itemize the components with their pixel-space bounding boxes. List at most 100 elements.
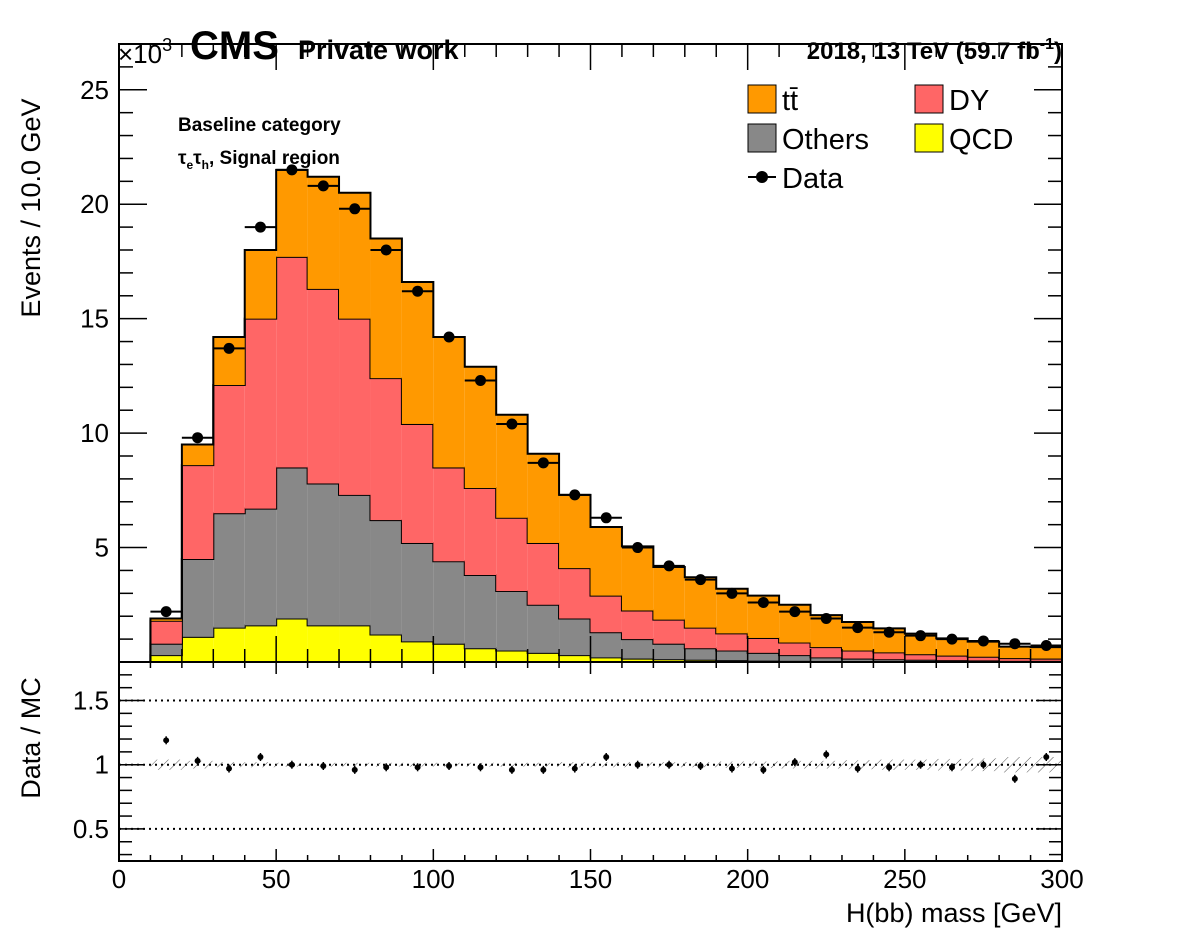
bar-dy-28 <box>1030 658 1062 661</box>
legend-label-dy: DY <box>949 85 989 117</box>
bar-others-3 <box>244 508 277 626</box>
x-tick-label-6: 300 <box>1040 864 1083 894</box>
bar-dy-26 <box>967 656 1000 661</box>
bar-others-18 <box>716 650 748 661</box>
bar-qcd-11 <box>496 650 528 662</box>
ratio-band-11 <box>496 762 528 767</box>
data-point-2 <box>223 342 235 354</box>
bar-ttbar-13 <box>559 494 591 569</box>
ratio-band-14 <box>590 762 622 768</box>
ratio-point-3 <box>257 754 264 761</box>
bar-ttbar-16 <box>653 567 685 620</box>
ratio-band-3 <box>244 762 277 768</box>
bar-others-12 <box>527 604 560 653</box>
ratio-point-1 <box>194 757 201 764</box>
legend-label-data: Data <box>782 163 844 195</box>
bar-dy-2 <box>213 385 245 514</box>
y-axis-title-main: Events / 10.0 GeV <box>16 98 46 317</box>
data-point-27 <box>1009 638 1021 650</box>
bar-qcd-1 <box>181 636 214 662</box>
data-point-11 <box>506 418 518 430</box>
experiment-label: CMS <box>190 24 279 68</box>
bar-dy-11 <box>496 517 528 592</box>
data-point-25 <box>946 633 958 645</box>
bar-others-13 <box>559 618 591 656</box>
ratio-band-19 <box>747 761 780 768</box>
bar-dy-14 <box>590 595 622 633</box>
legend-label-ttbar: tt̄ <box>782 85 798 117</box>
bar-others-19 <box>747 652 780 661</box>
legend-swatch-ttbar <box>747 84 777 114</box>
bar-others-9 <box>433 561 465 644</box>
data-point-0 <box>160 606 172 618</box>
bar-ttbar-1 <box>181 444 214 466</box>
bar-qcd-3 <box>244 625 277 662</box>
legend: tt̄ DY Others QCD Data <box>747 84 1013 195</box>
ratio-point-16 <box>666 761 673 768</box>
bar-qcd-6 <box>339 625 371 662</box>
y-tick-label-ratio-2: 1.5 <box>73 686 109 716</box>
data-point-28 <box>1040 640 1052 652</box>
bar-dy-21 <box>810 647 842 658</box>
legend-label-others: Others <box>782 124 869 156</box>
legend-swatch-qcd <box>914 123 944 153</box>
ratio-point-25 <box>948 764 955 771</box>
data-point-8 <box>412 285 424 297</box>
bar-qcd-16 <box>653 659 685 662</box>
ratio-point-0 <box>163 737 170 744</box>
data-point-4 <box>286 164 298 176</box>
x-tick-label-5: 250 <box>883 864 926 894</box>
ratio-layer <box>119 699 1062 830</box>
y-axis-title-ratio: Data / MC <box>16 677 46 799</box>
data-point-5 <box>317 180 329 192</box>
ratio-point-8 <box>414 764 421 771</box>
bar-dy-5 <box>307 288 340 484</box>
lumi-label: 2018, 13 TeV (59.7 fb-1) <box>807 36 1062 65</box>
bar-dy-12 <box>527 542 560 605</box>
bar-dy-0 <box>150 620 182 644</box>
ratio-point-19 <box>760 766 767 773</box>
bar-others-4 <box>276 467 308 619</box>
data-point-13 <box>569 489 581 501</box>
ratio-band-6 <box>339 762 371 767</box>
bar-others-14 <box>590 632 622 658</box>
bar-dy-9 <box>433 467 465 562</box>
data-point-10 <box>474 374 486 386</box>
y-tick-label-main-1: 10 <box>80 418 109 448</box>
bar-dy-16 <box>653 619 685 644</box>
private-work-label: Private work <box>298 35 460 65</box>
y-tick-label-main-0: 5 <box>95 533 109 563</box>
bar-qcd-14 <box>590 657 622 662</box>
data-point-20 <box>789 606 801 618</box>
data-point-17 <box>695 574 707 586</box>
bar-dy-8 <box>401 423 434 543</box>
x-axis-title: H(bb) mass [GeV] <box>846 898 1062 928</box>
bar-dy-4 <box>276 256 308 468</box>
legend-marker-data <box>756 171 768 183</box>
x-tick-label-0: 0 <box>112 864 126 894</box>
bar-others-22 <box>841 658 874 662</box>
ratio-point-12 <box>540 766 547 773</box>
ratio-band-27 <box>999 757 1031 773</box>
data-point-19 <box>757 596 769 608</box>
stack-layer <box>149 168 1063 663</box>
y-tick-label-ratio-0: 0.5 <box>73 814 109 844</box>
legend-swatch-others <box>747 123 777 153</box>
bar-dy-3 <box>244 318 277 509</box>
axis-layer: 0 50 100 150 200 250 300 5 10 15 20 25 0.5 1 1.5 <box>73 43 1084 894</box>
bar-others-23 <box>873 659 905 662</box>
bar-dy-25 <box>936 655 968 661</box>
bar-ttbar-10 <box>464 366 497 489</box>
y-tick-label-main-3: 20 <box>80 189 109 219</box>
bar-qcd-5 <box>307 625 340 662</box>
ratio-point-15 <box>634 761 641 768</box>
ratio-point-10 <box>477 764 484 771</box>
bar-others-17 <box>684 648 717 660</box>
ratio-point-18 <box>728 765 735 772</box>
data-point-6 <box>349 203 361 215</box>
region-annotation: τeτh, Signal region <box>178 148 340 172</box>
ratio-point-11 <box>508 766 515 773</box>
bar-qcd-13 <box>559 655 591 662</box>
bar-dy-18 <box>716 633 748 651</box>
bar-dy-24 <box>904 654 937 660</box>
